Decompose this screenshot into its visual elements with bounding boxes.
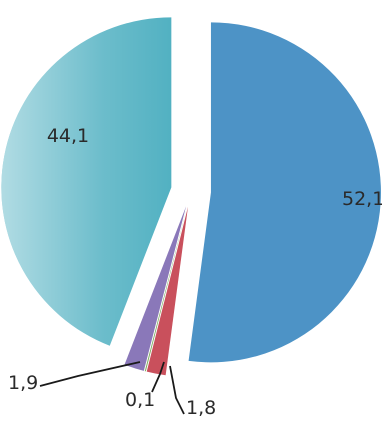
pie-slice bbox=[144, 206, 188, 372]
leader-lines bbox=[39, 361, 185, 415]
data-label: 44,1 bbox=[47, 125, 89, 147]
data-label: 0,1 bbox=[125, 389, 155, 411]
pie-slice bbox=[188, 22, 381, 363]
pie-slice bbox=[146, 206, 189, 376]
data-label: 1,9 bbox=[8, 372, 38, 394]
slice-highlight bbox=[1, 17, 172, 346]
data-label: 52,1 bbox=[342, 188, 382, 210]
pie-slice bbox=[124, 206, 187, 371]
data-labels: 52,1 1,8 0,1 1,9 44,1 bbox=[8, 125, 382, 419]
leader-line bbox=[151, 361, 165, 393]
pie-slices bbox=[1, 17, 381, 376]
leader-line bbox=[39, 361, 141, 387]
leader-line bbox=[169, 365, 185, 415]
data-label: 1,8 bbox=[186, 397, 216, 419]
